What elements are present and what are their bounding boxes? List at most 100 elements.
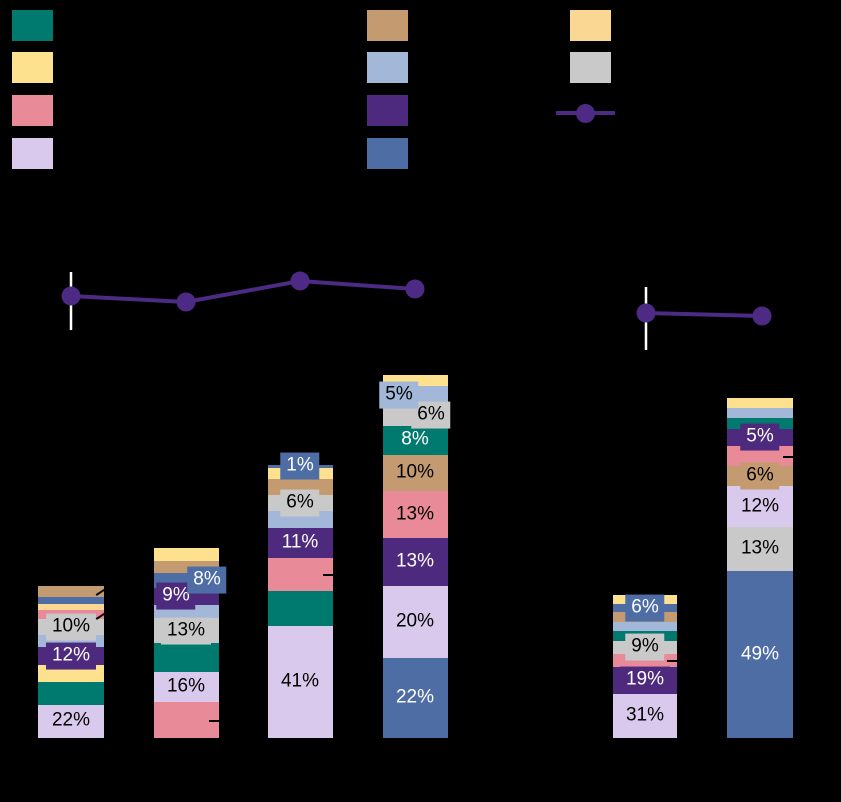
segment-label: 6% <box>740 462 780 490</box>
segment-label: 31% <box>619 702 671 730</box>
segment-label: 11% <box>275 529 325 557</box>
segment-label: 22% <box>389 684 441 712</box>
bar-segment-steel_blue <box>38 596 104 605</box>
segment-label: 13% <box>389 501 441 529</box>
bar-3: 41% 11% 6% 1% <box>267 452 333 738</box>
bar-segment-pink <box>153 701 219 738</box>
trend-point <box>290 271 310 291</box>
bar-segment-lavender: 12% <box>727 486 793 528</box>
legend-swatch-light_yellow <box>570 10 611 41</box>
bar-segment-teal <box>727 418 793 429</box>
trend-line-1 <box>70 278 416 305</box>
segment-label: 13% <box>734 535 786 563</box>
bar-segment-light_yellow <box>38 604 104 611</box>
legend-swatch-lavender <box>12 138 53 169</box>
legend-swatch-yellow <box>12 52 53 83</box>
bar-segment-lavender: 31% <box>613 693 677 738</box>
segment-label: 6% <box>280 489 320 517</box>
segment-label: 13% <box>160 617 212 645</box>
segment-label: 12% <box>45 642 97 670</box>
segment-label: 49% <box>734 641 786 669</box>
segment-label: 19% <box>619 666 671 694</box>
bar-segment-light_blue <box>727 408 793 419</box>
bar-segment-purple: 12% <box>38 642 104 670</box>
bar-segment-steel_blue: 22% <box>382 658 448 738</box>
trend-line-2 <box>645 311 763 318</box>
bar-segment-gray: 9% <box>613 633 677 661</box>
bar-5: 31% 19% 9% 6% <box>613 594 677 738</box>
segment-label: 13% <box>389 548 441 576</box>
bar-segment-teal <box>38 681 104 705</box>
segment-label: 8% <box>187 566 227 594</box>
bar-segment-teal <box>153 643 219 672</box>
legend-swatch-light_blue <box>367 52 408 83</box>
bar-segment-gray: 10% <box>38 613 104 641</box>
leader-line <box>208 719 219 722</box>
bar-segment-pink <box>267 557 333 591</box>
legend-swatch-teal <box>12 10 53 41</box>
bar-segment-teal <box>267 590 333 627</box>
bar-segment-pink <box>727 445 793 466</box>
trend-point <box>636 303 656 323</box>
legend-line-marker <box>556 103 615 123</box>
legend-swatch-purple <box>367 95 408 126</box>
bar-segment-lavender: 22% <box>38 704 104 738</box>
bar-segment-light_blue: 5% <box>379 381 448 409</box>
segment-label: 22% <box>45 707 97 735</box>
bar-segment-steel_blue: 1% <box>267 452 333 480</box>
bar-4: 22% 20% 13% 13% 10% 8% 6% 5% <box>379 375 451 738</box>
bar-segment-steel_blue: 6% <box>613 594 677 622</box>
bar-segment-purple: 11% <box>267 527 333 558</box>
bar-1: 22% 12% 10% <box>38 586 110 738</box>
segment-label: 10% <box>45 613 97 641</box>
bar-segment-tan: 6% <box>727 462 793 490</box>
trend-point <box>61 286 81 306</box>
bar-segment-pink: 13% <box>382 491 448 539</box>
segment-label: 5% <box>740 423 780 451</box>
bar-segment-yellow <box>382 375 448 386</box>
bar-segment-purple: 19% <box>613 666 677 694</box>
bar-segment-steel_blue: 49% <box>727 571 793 738</box>
bar-segment-tan <box>38 586 110 597</box>
legend-swatch-pink <box>12 95 53 126</box>
leader-line <box>783 455 793 458</box>
bar-segment-lavender: 20% <box>382 585 448 659</box>
segment-label: 5% <box>379 381 419 409</box>
segment-label: 9% <box>156 583 196 610</box>
legend-line-dot <box>576 103 595 123</box>
segment-label: 9% <box>625 633 665 661</box>
segment-label: 20% <box>389 608 441 636</box>
segment-label: 16% <box>160 673 212 701</box>
bar-segment-light_blue <box>613 622 677 631</box>
segment-label: 6% <box>625 594 665 622</box>
bar-segment-teal: 8% <box>382 425 448 455</box>
legend-swatch-tan <box>367 10 408 41</box>
legend-swatch-gray <box>570 52 611 83</box>
segment-label: 8% <box>395 426 435 454</box>
bar-segment-yellow <box>153 548 219 562</box>
segment-label: 12% <box>734 493 786 521</box>
bar-segment-lavender: 41% <box>267 626 333 738</box>
bar-segment-tan <box>153 561 219 573</box>
bar-segment-gray: 6% <box>267 489 333 517</box>
segment-label: 1% <box>280 452 320 480</box>
bar-segment-purple: 13% <box>382 538 448 586</box>
legend-swatch-steel_blue <box>367 138 408 169</box>
bar-segment-gray: 13% <box>153 617 219 645</box>
trend-point <box>405 279 425 299</box>
bar-segment-yellow <box>727 398 793 409</box>
bar-segment-gray: 13% <box>727 527 793 572</box>
trend-point <box>752 306 772 326</box>
leader-line <box>322 574 333 577</box>
bar-2: 16% 13% 9% 8% <box>153 548 227 738</box>
bar-segment-tan: 10% <box>382 454 448 492</box>
bar-segment-lavender: 16% <box>153 671 219 702</box>
segment-label: 41% <box>274 668 326 696</box>
leader-line <box>667 660 677 663</box>
bar-6: 49% 13% 12% 6% 5% <box>727 398 793 738</box>
segment-label: 10% <box>389 459 441 487</box>
bar-segment-purple: 5% <box>727 423 793 451</box>
trend-point <box>176 292 196 312</box>
